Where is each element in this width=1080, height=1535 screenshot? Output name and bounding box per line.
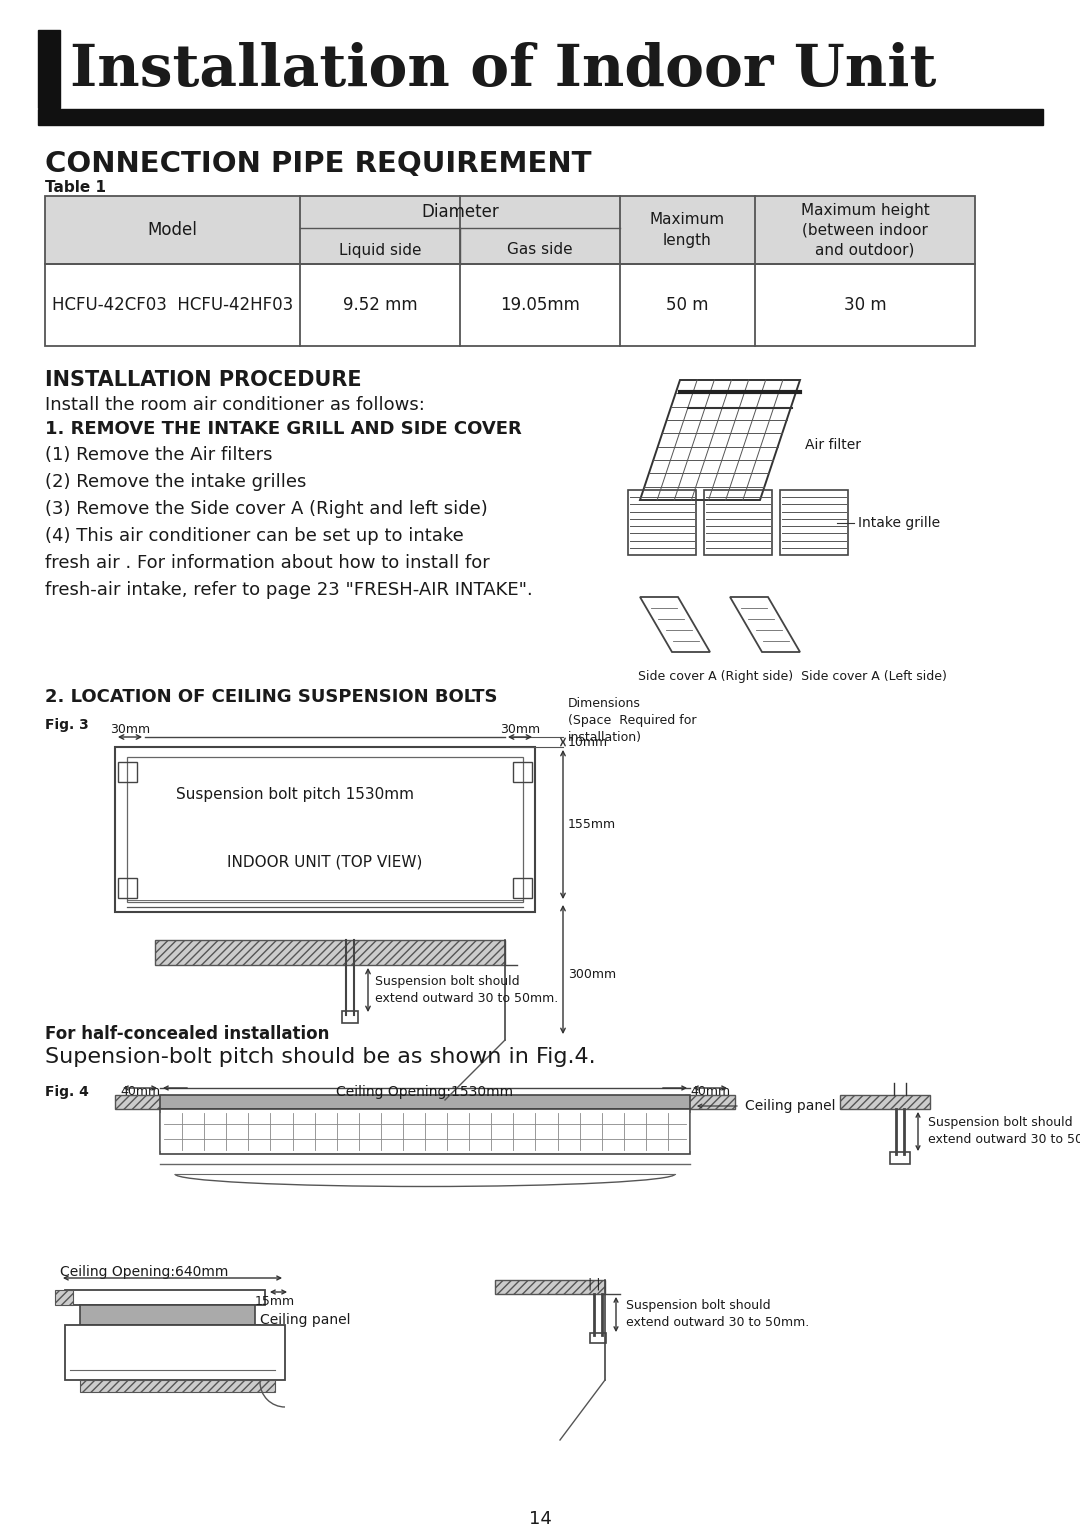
Text: Supension-bolt pitch should be as shown in Fig.4.: Supension-bolt pitch should be as shown … (45, 1047, 596, 1067)
Bar (38, 31, 60, 107)
Text: 9.52 mm: 9.52 mm (342, 296, 417, 315)
Bar (685, 1094, 735, 1108)
Bar (160, 1094, 690, 1108)
Text: Table 1: Table 1 (45, 180, 106, 195)
Bar (590, 1332, 606, 1343)
Text: 15mm: 15mm (255, 1296, 295, 1308)
Bar (156, 939, 505, 966)
Text: Dimensions
(Space  Required for
installation): Dimensions (Space Required for installat… (568, 697, 697, 744)
Text: Install the room air conditioner as follows:: Install the room air conditioner as foll… (45, 396, 424, 414)
Bar (890, 1151, 910, 1164)
Text: Fig. 3: Fig. 3 (45, 718, 89, 732)
Bar (80, 1305, 255, 1325)
Text: Installation of Indoor Unit: Installation of Indoor Unit (70, 41, 936, 98)
Bar (840, 1094, 930, 1108)
Text: 2. LOCATION OF CEILING SUSPENSION BOLTS: 2. LOCATION OF CEILING SUSPENSION BOLTS (45, 688, 498, 706)
Bar (160, 1108, 690, 1154)
Bar (38, 109, 1043, 124)
Bar (627, 490, 696, 556)
Text: INDOOR UNIT (TOP VIEW): INDOOR UNIT (TOP VIEW) (227, 855, 422, 869)
Text: (3) Remove the Side cover A (Right and left side): (3) Remove the Side cover A (Right and l… (45, 500, 488, 517)
Text: (2) Remove the intake grilles: (2) Remove the intake grilles (45, 473, 307, 491)
Bar (127, 757, 523, 903)
Text: (1) Remove the Air filters: (1) Remove the Air filters (45, 447, 272, 464)
Bar (65, 1289, 265, 1305)
Text: 30 m: 30 m (843, 296, 887, 315)
Text: Maximum
length: Maximum length (650, 212, 725, 249)
Text: 10mm: 10mm (568, 735, 608, 749)
Text: Maximum height
(between indoor
and outdoor): Maximum height (between indoor and outdo… (800, 203, 930, 258)
Text: Suspension bolt should
extend outward 30 to 50mm.: Suspension bolt should extend outward 30… (928, 1116, 1080, 1147)
Text: INSTALLATION PROCEDURE: INSTALLATION PROCEDURE (45, 370, 362, 390)
Text: Ceiling panel: Ceiling panel (260, 1312, 351, 1326)
Text: Suspension bolt should
extend outward 30 to 50mm.: Suspension bolt should extend outward 30… (626, 1299, 809, 1329)
Text: Suspension bolt should
extend outward 30 to 50mm.: Suspension bolt should extend outward 30… (375, 975, 558, 1005)
Text: 1. REMOVE THE INTAKE GRILL AND SIDE COVER: 1. REMOVE THE INTAKE GRILL AND SIDE COVE… (45, 421, 522, 437)
Bar (513, 878, 532, 898)
Text: 50 m: 50 m (666, 296, 708, 315)
Bar (114, 748, 535, 912)
Bar (704, 490, 772, 556)
Text: (4) This air conditioner can be set up to intake: (4) This air conditioner can be set up t… (45, 527, 463, 545)
Bar (118, 761, 137, 781)
Text: 300mm: 300mm (568, 967, 616, 981)
Bar (164, 1108, 686, 1117)
Text: 30mm: 30mm (500, 723, 540, 735)
Text: Liquid side: Liquid side (339, 243, 421, 258)
Text: For half-concealed installation: For half-concealed installation (45, 1025, 329, 1042)
Text: 19.05mm: 19.05mm (500, 296, 580, 315)
Text: fresh air . For information about how to install for: fresh air . For information about how to… (45, 554, 489, 573)
Text: 14: 14 (528, 1510, 552, 1527)
Text: CONNECTION PIPE REQUIREMENT: CONNECTION PIPE REQUIREMENT (45, 150, 592, 178)
Text: Air filter: Air filter (805, 437, 861, 451)
Bar (495, 1280, 605, 1294)
Text: Suspension bolt pitch 1530mm: Suspension bolt pitch 1530mm (176, 787, 414, 801)
Bar (45, 196, 975, 264)
Text: fresh-air intake, refer to page 23 "FRESH-AIR INTAKE".: fresh-air intake, refer to page 23 "FRES… (45, 582, 532, 599)
Bar (118, 878, 137, 898)
Bar (80, 1380, 275, 1392)
Text: Gas side: Gas side (508, 243, 572, 258)
Bar (342, 1012, 357, 1022)
Text: | |: | | (588, 1279, 600, 1291)
Text: Ceiling panel: Ceiling panel (745, 1099, 836, 1113)
Text: 155mm: 155mm (568, 818, 616, 830)
Bar (45, 196, 975, 264)
Bar (114, 1094, 165, 1108)
Bar (513, 761, 532, 781)
Bar (55, 1289, 73, 1305)
Text: Ceiling Opening:640mm: Ceiling Opening:640mm (60, 1265, 228, 1279)
Text: Model: Model (148, 221, 198, 239)
Text: 40mm: 40mm (690, 1085, 730, 1098)
Text: Diameter: Diameter (421, 203, 499, 221)
Bar (780, 490, 848, 556)
Text: 40mm: 40mm (120, 1085, 160, 1098)
Text: 30mm: 30mm (110, 723, 150, 735)
Text: Fig. 4: Fig. 4 (45, 1085, 89, 1099)
Text: Ceiling Opening:1530mm: Ceiling Opening:1530mm (337, 1085, 514, 1099)
Text: Intake grille: Intake grille (858, 516, 940, 530)
Text: Side cover A (Right side)  Side cover A (Left side): Side cover A (Right side) Side cover A (… (638, 669, 947, 683)
Bar (253, 1325, 261, 1326)
Bar (45, 264, 975, 345)
Bar (65, 1325, 285, 1380)
Text: HCFU-42CF03  HCFU-42HF03: HCFU-42CF03 HCFU-42HF03 (52, 296, 293, 315)
